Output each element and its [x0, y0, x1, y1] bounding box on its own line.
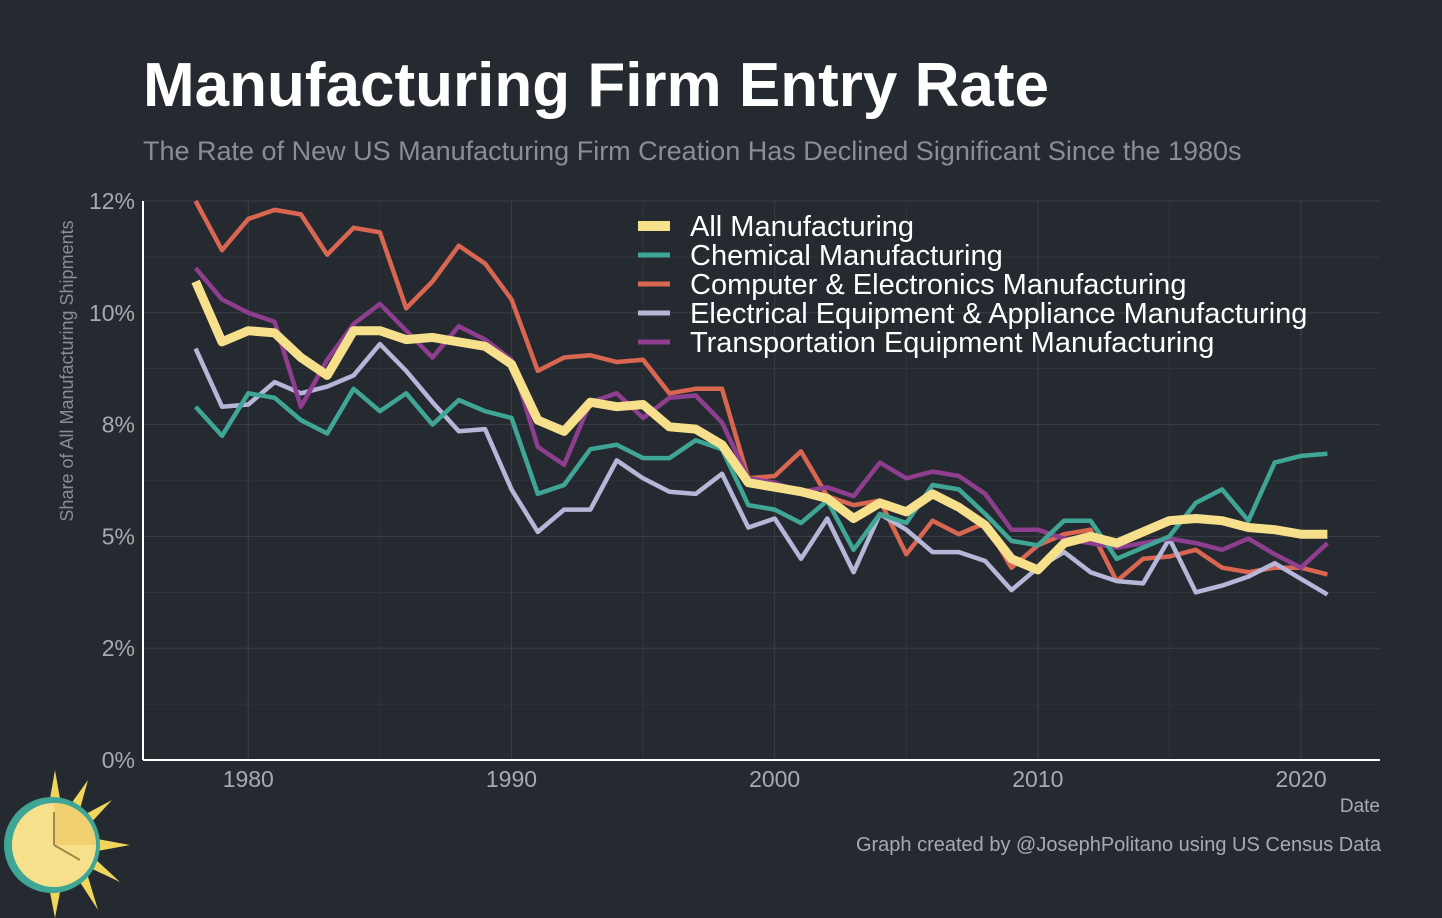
sun-clock-logo-icon — [4, 770, 130, 918]
source-caption: Graph created by @JosephPolitano using U… — [855, 834, 1381, 856]
legend-label: Computer & Electronics Manufacturing — [690, 269, 1186, 301]
series-line-chemical-manufacturing — [193, 386, 1328, 562]
legend-label: All Manufacturing — [690, 211, 914, 243]
chart-subtitle: The Rate of New US Manufacturing Firm Cr… — [143, 136, 1242, 166]
x-tick-label: 1980 — [223, 766, 274, 792]
legend-label: Electrical Equipment & Appliance Manufac… — [690, 298, 1307, 330]
x-tick-label: 2010 — [1012, 766, 1063, 792]
y-axis-label: Share of All Manufacturing Shipments — [57, 220, 77, 521]
axis-layer: 0% 2% 5% 8% 10% 12% 1980 1990 2000 2010 2020 — [89, 188, 1380, 792]
chart-title: Manufacturing Firm Entry Rate — [143, 51, 1049, 120]
x-axis-label: Date — [1340, 796, 1380, 817]
y-tick-label: 2% — [102, 635, 135, 661]
series-line-computer-electronics-manufacturing — [193, 199, 1328, 584]
legend-label: Transportation Equipment Manufacturing — [690, 327, 1214, 359]
series-line-electrical-equipment-appliance-manufacturing — [193, 341, 1329, 597]
series-line-all-manufacturing — [191, 279, 1328, 575]
series-layer — [191, 199, 1329, 597]
y-tick-label: 10% — [89, 300, 135, 326]
y-tick-label: 5% — [102, 523, 135, 549]
x-tick-label: 2020 — [1275, 766, 1326, 792]
x-tick-label: 1990 — [486, 766, 537, 792]
grid-layer — [143, 200, 1380, 760]
x-tick-label: 2000 — [749, 766, 800, 792]
legend-label: Chemical Manufacturing — [690, 240, 1003, 272]
y-tick-label: 8% — [102, 412, 135, 438]
y-tick-label: 0% — [102, 747, 135, 773]
y-tick-label: 12% — [89, 188, 135, 214]
